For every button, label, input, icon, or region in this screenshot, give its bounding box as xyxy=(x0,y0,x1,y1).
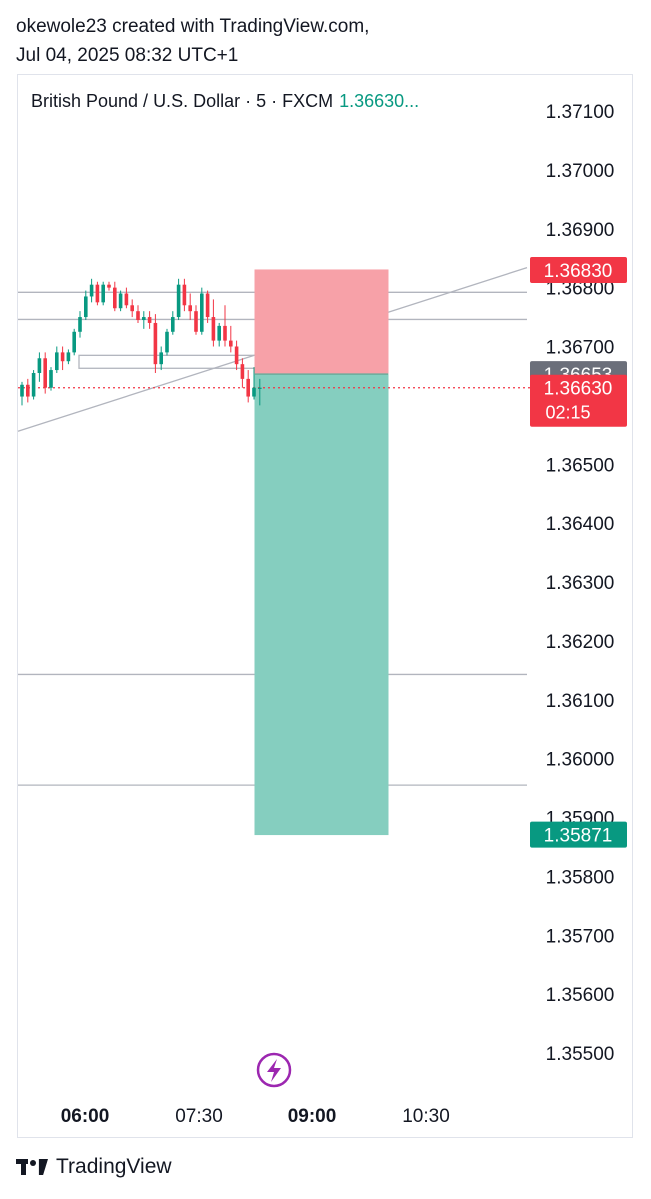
y-tick-label: 1.36400 xyxy=(546,514,615,535)
candle-body[interactable] xyxy=(84,296,88,318)
x-tick-label: 07:30 xyxy=(175,1106,223,1127)
tradingview-logo-icon xyxy=(16,1157,48,1177)
price-axis-badge xyxy=(530,821,627,848)
candle-body[interactable] xyxy=(113,287,117,309)
stop-loss-zone[interactable] xyxy=(254,269,389,375)
candle-body[interactable] xyxy=(182,284,187,306)
candle-body[interactable] xyxy=(171,317,175,332)
tradingview-footer: TradingView xyxy=(16,1155,172,1179)
candle-body[interactable] xyxy=(200,293,204,332)
y-tick-label: 1.36200 xyxy=(546,632,615,653)
candle-body[interactable] xyxy=(101,284,105,303)
candle-body[interactable] xyxy=(26,384,30,397)
y-tick-label: 1.37000 xyxy=(546,161,615,182)
chart-author-line: okewole23 created with TradingView.com, xyxy=(16,16,370,37)
candle-body[interactable] xyxy=(159,352,163,365)
price-axis-badge xyxy=(530,256,627,283)
candle-body[interactable] xyxy=(205,293,210,318)
candle-body[interactable] xyxy=(240,364,245,379)
price-axis-label: 1.36830 xyxy=(544,261,613,282)
candle-body[interactable] xyxy=(165,331,169,353)
chart-date-line: Jul 04, 2025 08:32 UTC+1 xyxy=(16,45,239,66)
y-tick-label: 1.36900 xyxy=(546,220,615,241)
candle-body[interactable] xyxy=(60,352,65,362)
candle-body[interactable] xyxy=(211,317,216,341)
x-tick-label: 10:30 xyxy=(402,1106,450,1127)
x-tick-label: 09:00 xyxy=(288,1106,337,1127)
y-tick-label: 1.35700 xyxy=(546,926,615,947)
candle-body[interactable] xyxy=(72,331,76,353)
candle-body[interactable] xyxy=(124,293,129,306)
candle-body[interactable] xyxy=(49,370,53,388)
legend-price: 1.36630... xyxy=(339,91,420,111)
price-axis-badge xyxy=(530,374,627,427)
candle-body[interactable] xyxy=(66,352,71,362)
y-tick-label: 1.36300 xyxy=(546,573,615,594)
y-tick-label: 1.36700 xyxy=(546,338,615,359)
y-tick-label: 1.36100 xyxy=(546,691,615,712)
candle-body[interactable] xyxy=(136,311,140,321)
candle-body[interactable] xyxy=(223,325,227,341)
candle-body[interactable] xyxy=(188,305,192,312)
candle-body[interactable] xyxy=(89,284,94,297)
chart-frame xyxy=(17,74,633,1138)
footer-brand: TradingView xyxy=(56,1155,172,1178)
candle-body[interactable] xyxy=(147,317,152,323)
y-tick-label: 1.36800 xyxy=(546,279,615,300)
y-tick-label: 1.35500 xyxy=(546,1044,615,1065)
candle-body[interactable] xyxy=(37,358,42,373)
candle-body[interactable] xyxy=(142,317,146,321)
candle-body[interactable] xyxy=(130,305,134,312)
price-axis-label: 1.36630 xyxy=(544,379,613,400)
candle-body[interactable] xyxy=(78,317,82,332)
y-tick-label: 1.35800 xyxy=(546,867,615,888)
y-tick-label: 1.36500 xyxy=(546,455,615,476)
take-profit-zone[interactable] xyxy=(254,373,389,836)
lightning-icon-bolt xyxy=(267,1059,281,1082)
candle-body[interactable] xyxy=(43,358,47,388)
candle-body[interactable] xyxy=(31,372,36,397)
symbol-legend[interactable]: British Pound / U.S. Dollar · 5 · FXCM 1.… xyxy=(31,91,419,112)
candle-body[interactable] xyxy=(258,387,262,389)
symbol-title: British Pound / U.S. Dollar · 5 · FXCM xyxy=(31,91,334,111)
y-tick-label: 1.37100 xyxy=(546,102,615,123)
candle-body[interactable] xyxy=(55,352,59,371)
candle-body[interactable] xyxy=(217,325,221,341)
candle-body[interactable] xyxy=(176,284,181,318)
price-axis-label: 1.35871 xyxy=(544,826,613,847)
x-tick-label: 06:00 xyxy=(61,1106,110,1127)
candle-body[interactable] xyxy=(234,346,239,365)
candle-body[interactable] xyxy=(118,293,123,309)
y-tick-label: 1.35600 xyxy=(546,985,615,1006)
candle-body[interactable] xyxy=(194,311,198,332)
candle-body[interactable] xyxy=(20,384,24,397)
candle-body[interactable] xyxy=(229,340,233,347)
candle-body[interactable] xyxy=(246,378,250,397)
y-tick-label: 1.36000 xyxy=(546,750,615,771)
candle-body[interactable] xyxy=(252,387,256,397)
lightning-icon[interactable] xyxy=(256,1052,292,1088)
candle-body[interactable] xyxy=(107,284,111,288)
candle-body[interactable] xyxy=(95,284,100,303)
bar-countdown-label: 02:15 xyxy=(545,403,590,423)
candle-body[interactable] xyxy=(153,322,158,365)
